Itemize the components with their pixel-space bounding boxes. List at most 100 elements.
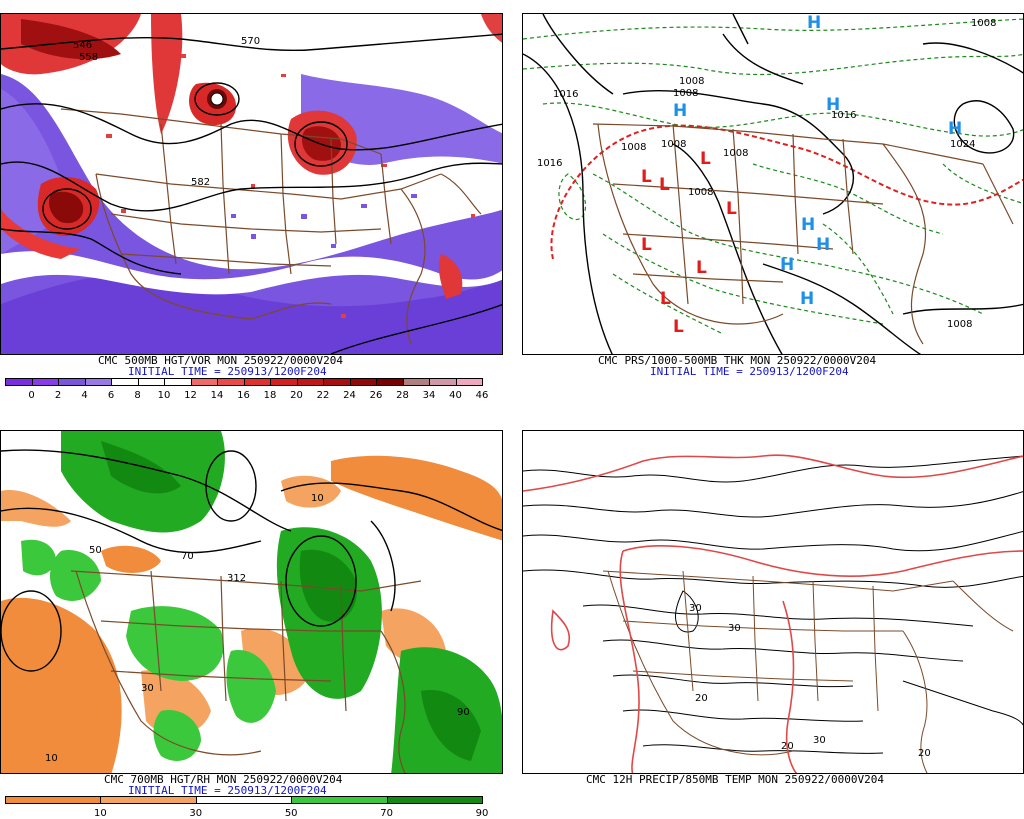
height-contours: [1, 33, 502, 354]
scale-swatch: [429, 378, 457, 386]
contour-label-558: 558: [79, 52, 98, 63]
low-pressure-marker: L: [660, 289, 671, 309]
scale-label: 10: [94, 808, 107, 819]
temp-label-20: 20: [781, 741, 794, 752]
isobar-label-1016-coast: 1016: [537, 158, 562, 169]
high-pressure-marker: H: [801, 215, 815, 235]
scale-swatch: [5, 378, 33, 386]
isobar-label-1008-d: 1008: [661, 139, 686, 150]
scale-label: 24: [343, 390, 356, 401]
low-pressure-marker: L: [673, 317, 684, 337]
scale-swatch: [402, 378, 430, 386]
isobar-label-1008-f: 1008: [688, 187, 713, 198]
scale-label: 2: [54, 390, 62, 401]
map-precip: 30 30 20 20 30 20: [523, 454, 1023, 773]
scale-label: 28: [396, 390, 409, 401]
contour-label-570: 570: [241, 36, 260, 47]
scale-swatch: [386, 796, 483, 804]
political-boundaries: [60, 108, 482, 345]
scale-swatch: [349, 378, 377, 386]
scale-label: 10: [157, 390, 171, 401]
isobars: [523, 14, 1023, 354]
height-label-312: 312: [227, 573, 246, 584]
political-boundaries: [602, 570, 1014, 773]
scale-label: 22: [316, 390, 330, 401]
scale-label: 8: [134, 390, 141, 401]
panel-tl-title: CMC 500MB HGT/VOR MON 250922/0000V204: [98, 354, 344, 367]
temperature-contours: [523, 455, 1023, 754]
temp-label-20: 20: [918, 748, 931, 759]
high-pressure-marker: H: [673, 101, 687, 121]
rh-color-scale: 10 30 50 70 90: [5, 796, 488, 819]
scale-label: 70: [380, 808, 393, 819]
scale-swatch: [296, 378, 324, 386]
temp-label-30: 30: [728, 623, 741, 634]
rh-label-70: 70: [181, 551, 194, 562]
scale-label: 34: [422, 390, 436, 401]
rh-label-90: 90: [457, 707, 470, 718]
scale-label: 0: [28, 390, 35, 401]
map-pressure: 1016 1016 1008 1008 1008 1008 1008 1008 …: [523, 14, 1023, 354]
scale-label: 18: [263, 390, 277, 401]
scale-swatch: [137, 378, 165, 386]
temp-label-30: 30: [689, 603, 702, 614]
low-pressure-marker: L: [700, 149, 711, 169]
height-contours: [1, 449, 502, 672]
scale-swatch: [84, 378, 112, 386]
contour-label-546: 546: [73, 40, 92, 51]
thickness-540-line: [550, 124, 1023, 260]
map-500mb: 546 558 570 582: [1, 14, 502, 354]
scale-label: 46: [475, 390, 489, 401]
scale-label: 40: [449, 390, 462, 401]
scale-label: 20: [290, 390, 303, 401]
scale-swatch: [31, 378, 59, 386]
rh-label-10-sw: 10: [45, 753, 58, 764]
scale-swatch: [376, 378, 404, 386]
low-pressure-marker: L: [641, 235, 652, 255]
isobar-label-1008-e: 1008: [723, 148, 748, 159]
scale-swatch: [455, 378, 483, 386]
panel-700mb-rh: 50 70 312 10 90 30 10: [0, 430, 503, 774]
scale-label: 6: [107, 390, 115, 401]
temp-label-30: 30: [813, 735, 826, 746]
isobar-label-1008-a: 1008: [679, 76, 704, 87]
scale-swatch: [195, 796, 293, 804]
panel-500mb-vorticity: 546 558 570 582: [0, 13, 503, 355]
panel-tr-title: CMC PRS/1000-500MB THK MON 250922/0000V2…: [598, 354, 877, 367]
scale-label: 30: [189, 808, 203, 819]
panel-bl-title: CMC 700MB HGT/RH MON 250922/0000V204: [104, 773, 343, 786]
map-700mb: 50 70 312 10 90 30 10: [1, 431, 502, 773]
high-pressure-marker: H: [816, 235, 830, 255]
high-pressure-marker: H: [826, 95, 840, 115]
high-pressure-marker: H: [800, 289, 814, 309]
panel-tl-init: INITIAL TIME = 250913/1200F204: [128, 365, 327, 378]
low-pressure-marker: L: [641, 167, 652, 187]
scale-swatch: [291, 796, 388, 804]
panel-pressure-thickness: 1016 1016 1008 1008 1008 1008 1008 1008 …: [522, 13, 1024, 355]
scale-swatch: [323, 378, 351, 386]
isobar-label-1008-se: 1008: [947, 319, 972, 330]
rh-label-30: 30: [141, 683, 154, 694]
high-pressure-marker: H: [807, 14, 821, 33]
vorticity-color-scale: 0 2 4 6 8 10 12 14 16 18 20 22 24 26 28 34 40 46: [5, 378, 488, 404]
scale-swatch: [270, 378, 298, 386]
scale-label: 90: [475, 808, 489, 819]
freezing-line: [523, 454, 1023, 773]
rh-label-50: 50: [89, 545, 102, 556]
isobar-label-1016-east: 1016: [831, 110, 856, 121]
scale-swatch: [100, 796, 197, 804]
scale-label: 50: [284, 808, 298, 819]
rh-label-10: 10: [311, 493, 324, 504]
scale-label: 12: [184, 390, 197, 401]
scale-swatch: [58, 378, 86, 386]
scale-label: 4: [81, 390, 88, 401]
low-pressure-marker: L: [726, 199, 737, 219]
temp-label-20: 20: [695, 693, 708, 704]
isobar-label-1008-ne: 1008: [971, 18, 996, 29]
scale-label: 16: [237, 390, 250, 401]
scale-swatch: [164, 378, 192, 386]
isobar-label-1008-c: 1008: [621, 142, 646, 153]
scale-swatch: [5, 796, 102, 804]
contour-label-582: 582: [191, 177, 210, 188]
isobar-label-1008-b: 1008: [673, 88, 698, 99]
